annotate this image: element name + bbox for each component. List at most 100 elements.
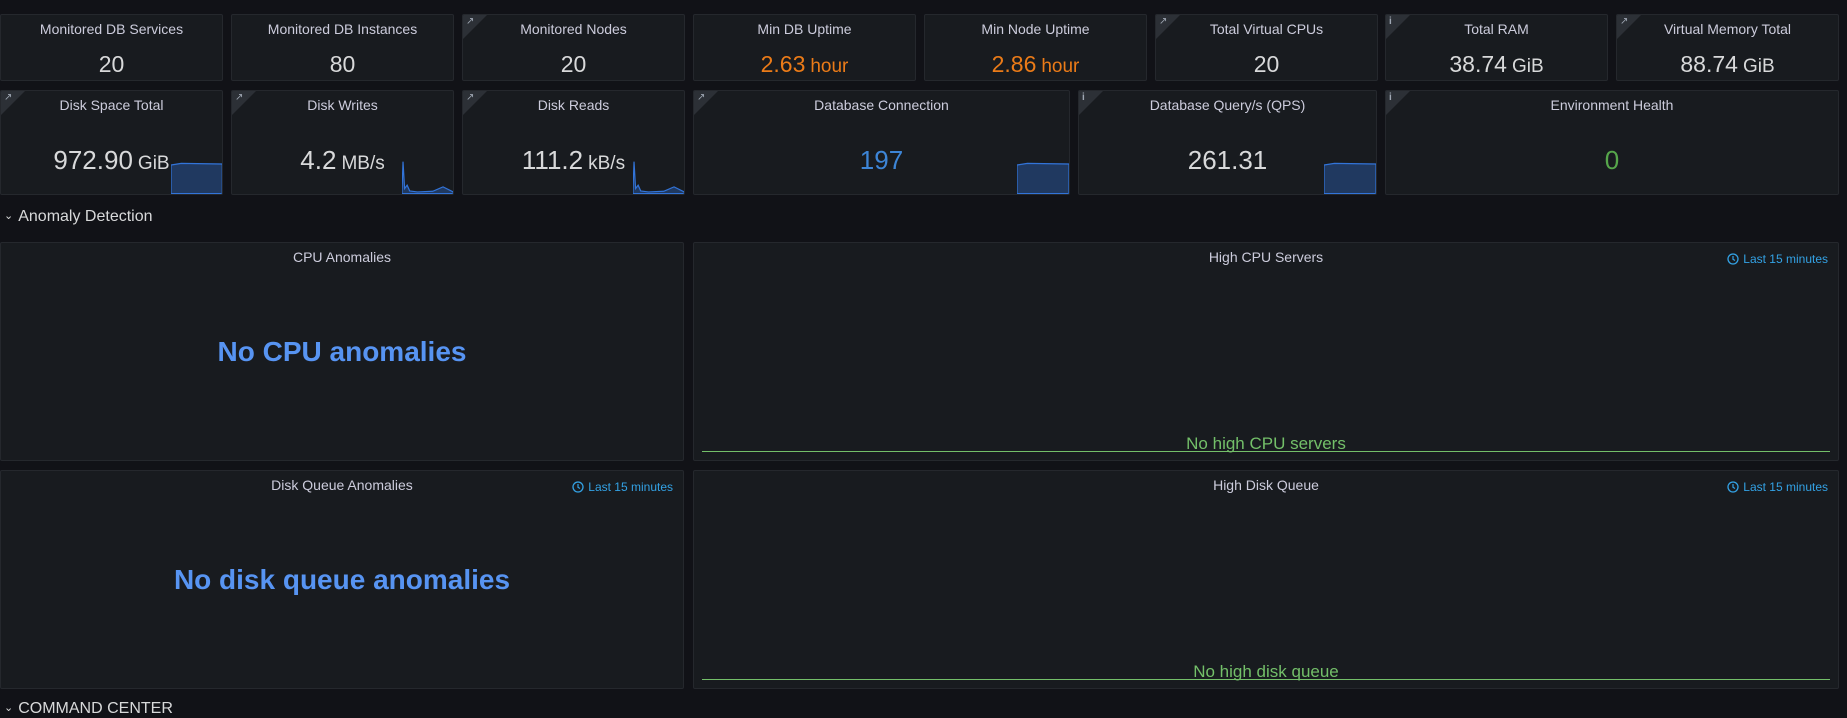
- stat-panel: Min DB Uptime 2.63 hour: [693, 14, 916, 81]
- time-range: Last 15 minutes: [1727, 252, 1828, 266]
- panel-title: Total Virtual CPUs: [1209, 21, 1324, 37]
- panel-corner-icon: ↗: [1156, 15, 1180, 39]
- clock-icon: [572, 480, 588, 494]
- panel-title: Min Node Uptime: [981, 21, 1090, 37]
- value-number: 2.63: [760, 51, 806, 77]
- time-range-label: Last 15 minutes: [1743, 252, 1828, 266]
- panel-corner-icon: ↗: [1, 91, 25, 115]
- value-number: 80: [329, 51, 356, 77]
- stat-value: 38.74 GiB: [1386, 51, 1607, 78]
- panel-title: Disk Reads: [537, 97, 610, 113]
- stat-value: 972.90 GiB: [1, 145, 222, 176]
- panel-title: Monitored DB Instances: [267, 21, 418, 37]
- value-number: 20: [560, 51, 587, 77]
- empty-message: No disk queue anomalies: [173, 563, 511, 595]
- value-number: 2.86: [991, 51, 1037, 77]
- baseline: [702, 679, 1830, 680]
- link-icon: ↗: [235, 92, 244, 103]
- value-unit: hour: [1041, 56, 1080, 77]
- value-unit: GiB: [1511, 56, 1544, 77]
- empty-message: No CPU anomalies: [217, 335, 467, 367]
- stat-panel: Monitored DB Services 20: [0, 14, 223, 81]
- empty-message: No high disk queue: [1193, 662, 1339, 681]
- panel-title: Disk Writes: [307, 97, 378, 113]
- value-unit: hour: [810, 56, 849, 77]
- value-number: 972.90: [53, 145, 133, 175]
- stat-panel: ↗ Disk Reads 111.2 kB/s: [462, 90, 685, 195]
- collapse-chevron: ⌄: [4, 210, 14, 222]
- time-range-label: Last 15 minutes: [588, 480, 673, 494]
- panel-title: Total RAM: [1464, 21, 1529, 37]
- stat-value: 80: [232, 51, 453, 78]
- panel-title: Environment Health: [1550, 97, 1674, 113]
- section-header: ⌄ COMMAND CENTER: [4, 700, 173, 718]
- stat-value: 261.31: [1079, 145, 1376, 176]
- link-icon: ↗: [466, 92, 475, 103]
- collapse-chevron: ⌄: [4, 702, 14, 714]
- stat-value: 0: [1386, 145, 1838, 176]
- section-title: COMMAND CENTER: [18, 700, 173, 717]
- value-number: 88.74: [1680, 51, 1738, 77]
- time-range-label: Last 15 minutes: [1743, 480, 1828, 494]
- stat-value: 20: [1156, 51, 1377, 78]
- panel-title: CPU Anomalies: [292, 249, 392, 265]
- value-number: 261.31: [1187, 145, 1268, 175]
- stat-panel: ↗ Database Connection 197: [693, 90, 1070, 195]
- value-unit: kB/s: [588, 153, 626, 174]
- value-number: 38.74: [1449, 51, 1507, 77]
- panel-corner-icon: ↗: [694, 91, 718, 115]
- panel-corner-icon: ↗: [1617, 15, 1641, 39]
- panel-title: High Disk Queue: [1213, 477, 1319, 493]
- link-icon: ↗: [4, 92, 13, 103]
- panel-title: Virtual Memory Total: [1663, 21, 1792, 37]
- value-unit: GiB: [137, 153, 170, 174]
- stat-panel: i Database Query/s (QPS) 261.31: [1078, 90, 1377, 195]
- info-icon: i: [1389, 16, 1392, 27]
- empty-message: No high CPU servers: [1186, 434, 1346, 453]
- sparkline: [170, 163, 222, 194]
- stat-value: 88.74 GiB: [1617, 51, 1838, 78]
- info-icon: i: [1082, 92, 1085, 103]
- link-icon: ↗: [697, 92, 706, 103]
- stat-panel: ↗ Disk Space Total 972.90 GiB: [0, 90, 223, 195]
- stat-value: 4.2 MB/s: [232, 145, 453, 176]
- value-number: 4.2: [300, 145, 337, 175]
- value-number: 111.2: [521, 145, 584, 175]
- clock-icon: [1727, 480, 1743, 494]
- panel-corner-icon: ↗: [463, 15, 487, 39]
- panel-corner-icon: ↗: [232, 91, 256, 115]
- stat-value: 197: [694, 145, 1069, 176]
- panel-corner-icon: i: [1386, 15, 1410, 39]
- value-number: 0: [1604, 145, 1620, 175]
- stat-panel: Min Node Uptime 2.86 hour: [924, 14, 1147, 81]
- panel: Disk Queue Anomalies Last 15 minutes No di…: [0, 470, 684, 689]
- panel: CPU Anomalies No CPU anomalies: [0, 242, 684, 461]
- stat-value: 111.2 kB/s: [463, 145, 684, 176]
- panel-title: Database Query/s (QPS): [1149, 97, 1306, 113]
- stat-panel: ↗ Monitored Nodes 20: [462, 14, 685, 81]
- clock-icon: [1727, 252, 1743, 266]
- stat-panel: ↗ Virtual Memory Total 88.74 GiB: [1616, 14, 1839, 81]
- stat-panel: ↗ Disk Writes 4.2 MB/s: [231, 90, 454, 195]
- section-header: ⌄ Anomaly Detection: [4, 208, 153, 226]
- stat-panel: ↗ Total Virtual CPUs 20: [1155, 14, 1378, 81]
- stat-value: 2.86 hour: [925, 51, 1146, 78]
- panel-title: Monitored DB Services: [39, 21, 184, 37]
- stat-panel: i Total RAM 38.74 GiB: [1385, 14, 1608, 81]
- value-unit: GiB: [1742, 56, 1775, 77]
- panel-corner-icon: i: [1386, 91, 1410, 115]
- sparkline: [1324, 163, 1376, 194]
- stat-value: 20: [1, 51, 222, 78]
- time-range: Last 15 minutes: [572, 480, 673, 494]
- link-icon: ↗: [1620, 16, 1629, 27]
- stat-panel: i Environment Health 0: [1385, 90, 1839, 195]
- info-icon: i: [1389, 92, 1392, 103]
- panel-corner-icon: ↗: [463, 91, 487, 115]
- stat-value: 20: [463, 51, 684, 78]
- panel-title: Disk Queue Anomalies: [271, 477, 413, 493]
- panel-title: Disk Space Total: [59, 97, 164, 113]
- panel-title: Database Connection: [814, 97, 949, 113]
- link-icon: ↗: [1159, 16, 1168, 27]
- stat-panel: Monitored DB Instances 80: [231, 14, 454, 81]
